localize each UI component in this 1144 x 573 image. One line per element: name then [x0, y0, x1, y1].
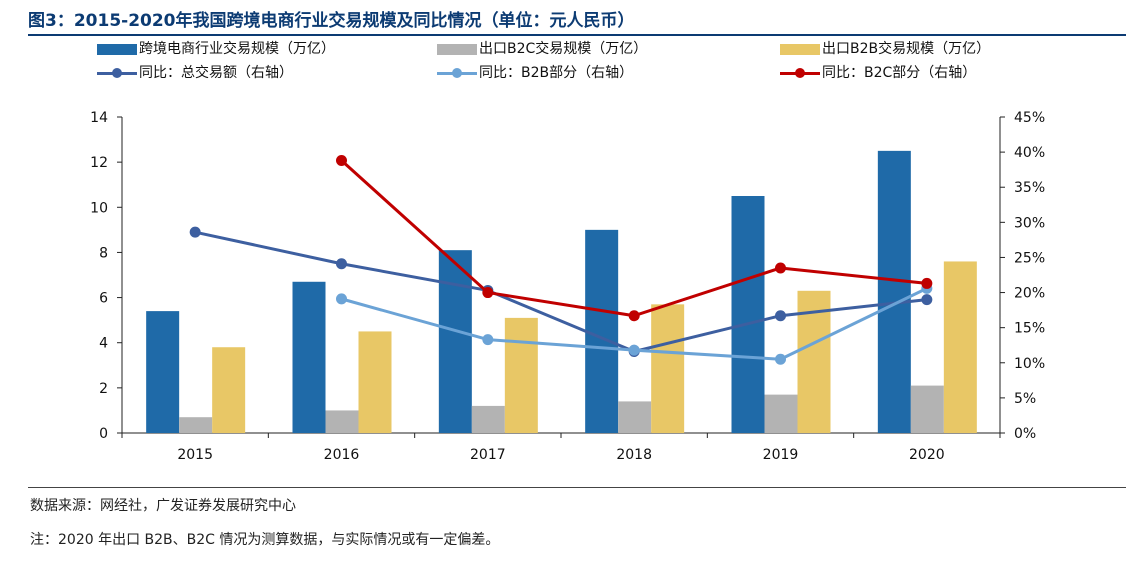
bar	[731, 196, 765, 433]
legend-bar-swatch	[780, 43, 820, 55]
legend-label: 同比：B2C部分（右轴）	[822, 65, 977, 81]
series-point	[628, 310, 640, 322]
bar	[910, 385, 944, 433]
right-tick-label: 10%	[1014, 356, 1045, 372]
x-tick-label: 2019	[763, 447, 799, 463]
footer-rule	[28, 487, 1126, 488]
right-tick-label: 20%	[1014, 286, 1045, 302]
x-tick-label: 2016	[324, 447, 360, 463]
legend-label: 出口B2B交易规模（万亿）	[822, 41, 991, 57]
right-tick-label: 35%	[1014, 180, 1045, 196]
series-point	[336, 258, 347, 270]
right-tick-label: 40%	[1014, 145, 1045, 161]
legend-label: 同比：B2B部分（右轴）	[479, 65, 634, 81]
series-point	[189, 226, 201, 238]
left-tick-label: 12	[90, 155, 108, 171]
legend-line-swatch	[780, 65, 820, 81]
bar	[146, 311, 180, 433]
legend-label: 出口B2C交易规模（万亿）	[479, 41, 648, 57]
bar	[585, 229, 619, 433]
series-point	[336, 155, 347, 167]
left-tick-label: 4	[99, 336, 108, 352]
bar	[618, 401, 652, 433]
legend-line-swatch	[97, 65, 137, 81]
bar	[358, 331, 392, 433]
bar	[651, 304, 685, 433]
legend-item: 出口B2B交易规模（万亿）	[780, 39, 990, 59]
bar	[943, 261, 977, 433]
legend-item: 同比：总交易额（右轴）	[97, 63, 293, 83]
bar	[325, 410, 359, 433]
legend-item: 同比：B2C部分（右轴）	[780, 63, 976, 83]
series-point	[775, 353, 786, 365]
series-point	[336, 293, 347, 305]
legend-item: 出口B2C交易规模（万亿）	[437, 39, 647, 59]
legend-item: 跨境电商行业交易规模（万亿）	[97, 39, 335, 59]
x-tick-label: 2018	[616, 447, 652, 463]
legend-bar-swatch	[437, 43, 477, 55]
series-line	[340, 159, 927, 318]
bar	[292, 281, 326, 433]
left-tick-label: 6	[99, 291, 108, 307]
left-tick-label: 14	[90, 110, 108, 126]
right-tick-label: 5%	[1014, 391, 1036, 407]
right-tick-label: 45%	[1014, 110, 1045, 126]
x-tick-label: 2017	[470, 447, 506, 463]
series-point	[921, 277, 933, 289]
legend-label: 跨境电商行业交易规模（万亿）	[139, 41, 335, 57]
bar	[764, 394, 798, 433]
bar	[471, 405, 505, 433]
series-line	[194, 230, 927, 354]
legend-bar-swatch	[97, 43, 137, 55]
left-tick-label: 2	[99, 381, 108, 397]
x-tick-label: 2015	[177, 447, 213, 463]
right-tick-label: 25%	[1014, 250, 1045, 266]
right-tick-label: 15%	[1014, 321, 1045, 337]
legend-label: 同比：总交易额（右轴）	[139, 65, 293, 81]
legend-line-swatch	[437, 65, 477, 81]
series-point	[921, 294, 933, 306]
left-tick-label: 0	[99, 426, 108, 442]
x-tick-label: 2020	[909, 447, 945, 463]
title-rule	[28, 34, 1126, 36]
legend-item: 同比：B2B部分（右轴）	[437, 63, 633, 83]
left-tick-label: 10	[90, 200, 108, 216]
bar	[212, 347, 246, 433]
left-tick-label: 8	[99, 245, 108, 261]
series-point	[775, 262, 786, 274]
series-point	[482, 334, 494, 346]
series-point	[628, 344, 640, 356]
bar	[504, 317, 538, 433]
bar	[877, 150, 911, 433]
bar	[179, 417, 213, 433]
footnote: 注：2020 年出口 B2B、B2C 情况为测算数据，与实际情况或有一定偏差。	[30, 532, 500, 548]
combo-chart: 0 2 4 6 8 10 12 14 0% 5% 10% 15% 20% 25% 30% 35% 40% 45% 2…	[90, 110, 1045, 463]
figure-title: 图3：2015-2020年我国跨境电商行业交易规模及同比情况（单位：元人民币）	[28, 11, 635, 31]
right-tick-label: 0%	[1014, 426, 1036, 442]
right-tick-label: 30%	[1014, 215, 1045, 231]
series-point	[775, 310, 786, 322]
source-note: 数据来源：网经社，广发证券发展研究中心	[30, 498, 296, 514]
bar	[438, 250, 472, 433]
series-point	[482, 287, 494, 299]
